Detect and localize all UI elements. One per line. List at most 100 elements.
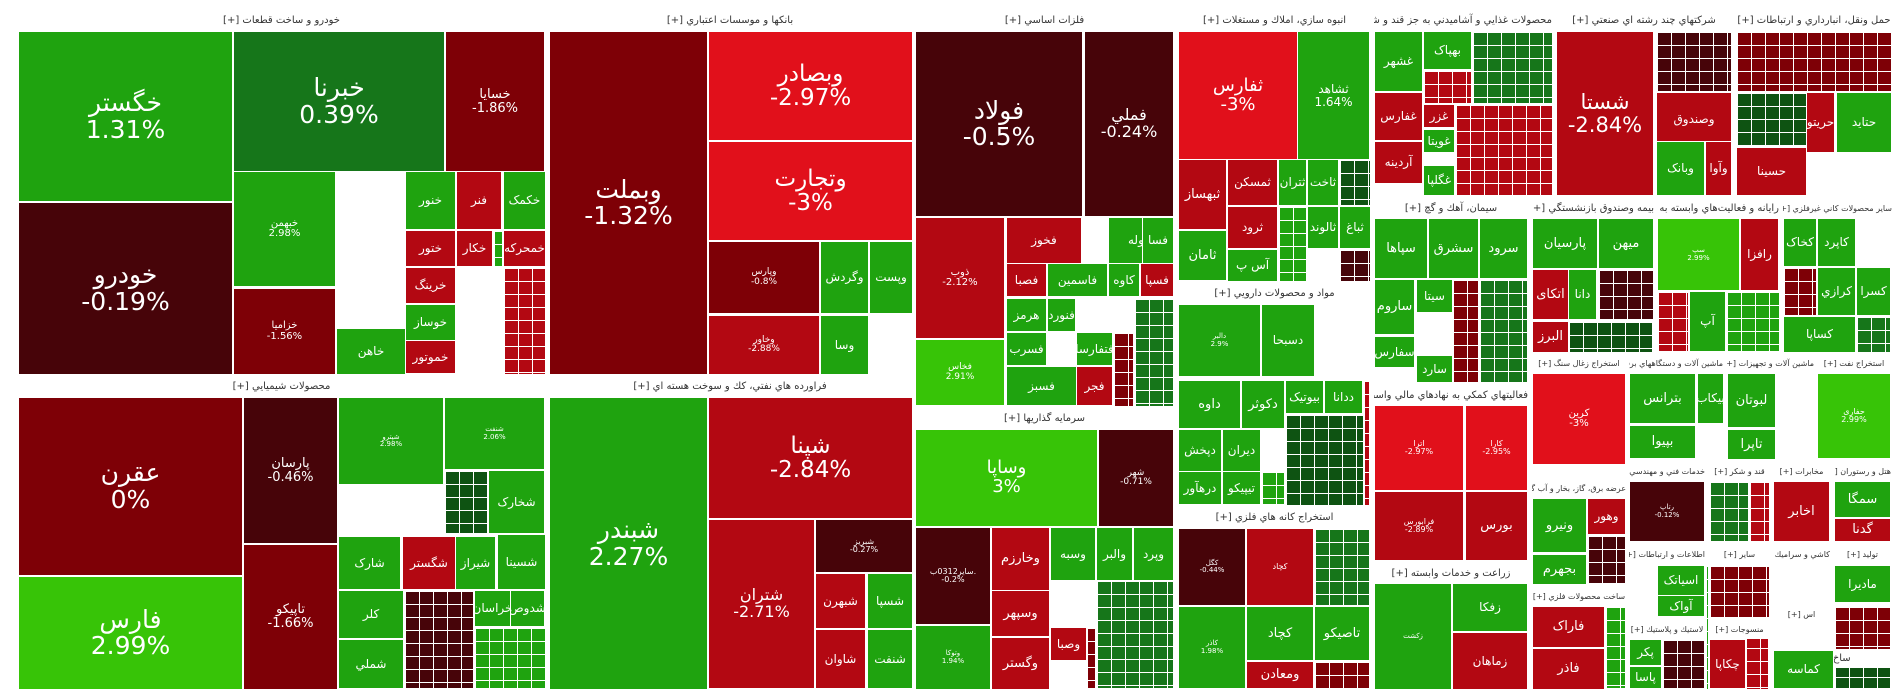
treemap-tile[interactable]: ددانا (1324, 380, 1363, 414)
treemap-tile[interactable]: تاپیکو -1.66% (243, 544, 338, 690)
treemap-small-tile[interactable] (1726, 291, 1780, 352)
treemap-tile[interactable]: فنر (456, 171, 502, 230)
sector-header[interactable]: خدمات فني و مهندسي [+] (1629, 467, 1705, 476)
treemap-tile[interactable]: غويتا (1423, 129, 1455, 153)
treemap-tile[interactable]: آردینه (1374, 141, 1423, 184)
treemap-tile[interactable]: فملي -0.24% (1084, 31, 1174, 217)
treemap-tile[interactable]: شسپا (867, 573, 913, 629)
sector-header[interactable]: رايانه و فعاليت‌هاي وابسته به آن [+] (1657, 203, 1779, 214)
sector-header[interactable]: ساير محصولات كاني غيرفلزي [+] (1783, 204, 1892, 213)
treemap-tile[interactable]: فاذر (1532, 648, 1605, 690)
treemap-tile[interactable]: حتاید (1836, 92, 1892, 153)
treemap-tile[interactable]: فولاد -0.5% (915, 31, 1083, 217)
treemap-tile[interactable]: شنفت (867, 629, 913, 689)
treemap-small-tile[interactable] (1261, 471, 1285, 505)
treemap-tile[interactable]: کچاد (1246, 528, 1314, 606)
sector-header[interactable]: فعاليتهاي كمكي به نهادهاي مالي واسط [+] (1374, 390, 1528, 401)
treemap-tile[interactable]: وپست (869, 241, 913, 314)
sector-header[interactable]: بانکها و موسسات اعتباري [+] (666, 15, 794, 26)
treemap-small-tile[interactable] (1096, 580, 1174, 689)
treemap-tile[interactable]: سارد (1416, 355, 1453, 383)
treemap-tile[interactable]: زکشت (1374, 583, 1452, 690)
treemap-small-tile[interactable] (1423, 70, 1472, 104)
treemap-tile[interactable]: وصبا (1050, 627, 1087, 661)
sector-header[interactable]: عرضه برق، گاز، بخار و آب گرم [+] (1532, 484, 1626, 493)
sector-header[interactable]: اس [+] (1787, 610, 1816, 619)
treemap-tile[interactable]: وآوا (1705, 141, 1732, 196)
treemap-tile[interactable]: وتوکا 1.94% (915, 625, 991, 690)
treemap-tile[interactable]: بیکاب (1697, 373, 1724, 424)
treemap-tile[interactable]: ثالوند (1307, 206, 1339, 249)
treemap-tile[interactable]: خکمک (503, 171, 546, 230)
treemap-tile[interactable]: خبهمن 2.98% (233, 171, 336, 287)
treemap-tile[interactable]: مادیرا (1834, 565, 1891, 603)
treemap-tile[interactable]: ثبهساز (1178, 159, 1227, 230)
sector-header[interactable]: سرمايه گذاريها [+] (1003, 413, 1086, 424)
treemap-small-tile[interactable] (1709, 481, 1749, 542)
treemap-tile[interactable]: میهن (1598, 218, 1654, 269)
treemap-tile[interactable]: فرابورس -2.89% (1374, 491, 1464, 561)
treemap-tile[interactable]: کماسه (1773, 650, 1834, 689)
treemap-tile[interactable]: کسرا (1856, 267, 1891, 316)
treemap-tile[interactable]: غفارس (1374, 92, 1423, 141)
treemap-tile[interactable]: شهر -0.71% (1098, 429, 1174, 527)
treemap-small-tile[interactable] (503, 267, 546, 375)
treemap-tile[interactable]: پارسان -0.46% (243, 397, 338, 544)
treemap-tile[interactable]: غشهر (1374, 31, 1423, 92)
treemap-small-tile[interactable] (1568, 321, 1653, 353)
treemap-tile[interactable]: فاسمين (1047, 263, 1108, 297)
treemap-small-tile[interactable] (1339, 249, 1371, 282)
sector-header[interactable]: استخراج کانه هاي فلزي [+] (1215, 512, 1334, 523)
sector-header[interactable]: كاشي و سراميك [+] (1773, 550, 1830, 559)
treemap-tile[interactable]: وخارزم (991, 527, 1050, 591)
treemap-tile[interactable]: دکوثر (1241, 380, 1285, 429)
treemap-tile[interactable]: حسینا (1736, 147, 1807, 196)
sector-header[interactable]: فلزات اساسي [+] (1004, 15, 1085, 26)
treemap-tile[interactable]: پاسا (1629, 666, 1662, 689)
treemap-tile[interactable]: فسرب (1006, 332, 1047, 366)
treemap-tile[interactable]: بیوتیک (1285, 380, 1324, 414)
treemap-tile[interactable]: هرمز (1006, 298, 1047, 332)
treemap-tile[interactable]: دیران (1222, 429, 1261, 472)
treemap-tile[interactable]: وبصادر -2.97% (708, 31, 913, 141)
treemap-tile[interactable]: کرازي (1817, 267, 1856, 316)
treemap-tile[interactable]: بپیوا (1629, 425, 1696, 459)
treemap-tile[interactable]: وساپا 3% (915, 429, 1098, 527)
treemap-tile[interactable]: ثامان (1178, 230, 1227, 281)
sector-header[interactable]: زراعت و خدمات وابسته [+] (1391, 568, 1511, 579)
treemap-small-tile[interactable] (1736, 92, 1807, 147)
treemap-tile[interactable]: رافزا (1740, 218, 1779, 291)
sector-header[interactable]: توليد [+] (1847, 550, 1878, 559)
treemap-tile[interactable]: ختور (405, 230, 456, 267)
treemap-tile[interactable]: تاپرا (1727, 429, 1776, 460)
sector-header[interactable]: ساير [+] (1723, 550, 1756, 559)
treemap-small-tile[interactable] (1598, 269, 1654, 320)
treemap-tile[interactable]: ثتران (1278, 159, 1307, 206)
treemap-tile[interactable]: خگستر 1.31% (18, 31, 233, 202)
treemap-tile[interactable]: کخاک (1783, 218, 1817, 267)
treemap-small-tile[interactable] (1479, 279, 1528, 383)
treemap-small-tile[interactable] (1285, 414, 1370, 506)
treemap-tile[interactable]: شپنا -2.84% (708, 397, 913, 519)
treemap-tile[interactable]: خودرو -0.19% (18, 202, 233, 375)
treemap-tile[interactable]: آپ (1689, 291, 1726, 352)
sector-header[interactable]: استخراج نفت [+] (1823, 359, 1885, 368)
treemap-tile[interactable]: سمگا (1834, 481, 1891, 518)
sector-header[interactable]: فراورده هاي نفتي، كك و سوخت هسته اي [+] (633, 381, 827, 392)
treemap-tile[interactable]: سپ 2.99% (1657, 218, 1740, 291)
sector-header[interactable]: ماشين آلات و تجهيزات [+] (1727, 359, 1814, 368)
treemap-tile[interactable]: ثمسکن (1227, 159, 1278, 206)
treemap-small-tile[interactable] (1086, 627, 1096, 689)
treemap-tile[interactable]: آس پ (1227, 249, 1278, 282)
treemap-tile[interactable]: زماهان (1452, 632, 1528, 690)
sector-header[interactable]: شرکتهاي چند رشته اي صنعتي [+] (1572, 15, 1716, 26)
sector-header[interactable]: ماشين آلات و دستگاههاي برقي [+] (1629, 359, 1723, 368)
sector-header[interactable]: محصولات شيميايي [+] (232, 381, 331, 392)
treemap-tile[interactable]: کگل -0.44% (1178, 528, 1246, 606)
treemap-small-tile[interactable] (1455, 104, 1553, 196)
treemap-tile[interactable]: شپترو 2.98% (338, 397, 444, 485)
treemap-tile[interactable]: ومعادن (1246, 661, 1314, 689)
treemap-tile[interactable]: غزر (1423, 104, 1455, 128)
treemap-small-tile[interactable] (493, 230, 503, 267)
treemap-tile[interactable]: خبرنا 0.39% (233, 31, 445, 172)
